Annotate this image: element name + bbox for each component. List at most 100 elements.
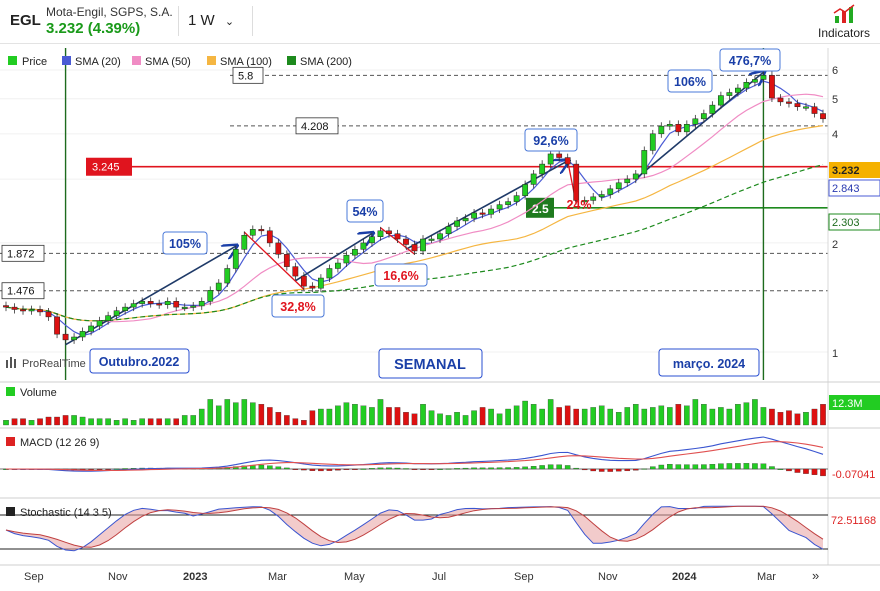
- candle-body: [377, 230, 384, 237]
- volume-bar: [735, 404, 741, 426]
- macd-bar: [615, 468, 622, 472]
- sma20-tag: [828, 179, 880, 197]
- candle-body: [122, 306, 129, 311]
- legend-sma200[interactable]: SMA (200): [300, 56, 352, 68]
- annotation-label: 92,6%: [533, 134, 568, 148]
- volume-bar: [437, 413, 443, 426]
- volume-bar: [581, 408, 588, 426]
- volume-bar: [573, 408, 579, 426]
- volume-bar: [164, 418, 171, 426]
- volume-bar: [386, 407, 392, 426]
- volume-bar: [318, 408, 324, 426]
- price-panel[interactable]: 5.8 4.208 3.245 1.872 1.476 2.5 105% 32,8% 54% 1…: [0, 48, 828, 380]
- macd-bar: [803, 468, 809, 474]
- annotation-label: 16,6%: [383, 269, 418, 283]
- last-quote: 3.232 (4.39%): [46, 20, 141, 37]
- volume-bar: [250, 402, 256, 426]
- volume-bar: [811, 408, 818, 426]
- candle-body: [20, 309, 26, 312]
- y-tick: 2: [832, 239, 838, 251]
- volume-bar: [820, 404, 826, 426]
- candle-body: [752, 79, 758, 83]
- volume-bar: [28, 420, 35, 426]
- macd-bar: [752, 463, 758, 470]
- macd-bar: [530, 466, 537, 470]
- legend-sma20[interactable]: SMA (20): [75, 56, 121, 68]
- stochastic-label[interactable]: Stochastic (14 3 5): [20, 507, 112, 519]
- candle-body: [113, 310, 120, 316]
- volume-bar: [564, 405, 571, 426]
- volume-bar: [803, 412, 809, 426]
- macd-bar: [386, 467, 392, 470]
- macd-bar: [267, 465, 273, 470]
- candle-body: [811, 106, 818, 114]
- top-bar: EGL Mota-Engil, SGPS, S.A. 3.232 (4.39%)…: [0, 0, 880, 44]
- candle-body: [343, 254, 350, 264]
- candle-body: [649, 133, 656, 151]
- macd-bar: [445, 468, 452, 470]
- volume-bar: [496, 413, 503, 426]
- sma100-tag: [828, 213, 880, 231]
- macd-panel[interactable]: MACD (12 26 9) -0.07041: [0, 427, 880, 481]
- annotation-label: 24%: [566, 198, 591, 212]
- volume-bar: [513, 405, 520, 426]
- annotation-label: 54%: [352, 205, 377, 219]
- macd-bar: [496, 467, 503, 470]
- stochastic-panel[interactable]: Stochastic (14 3 5) 72.51168: [0, 497, 880, 552]
- candle-body: [743, 82, 750, 89]
- macd-label[interactable]: MACD (12 26 9): [20, 437, 99, 449]
- candle-body: [607, 188, 614, 195]
- price-axis[interactable]: 6 5 4 2 1 3.232 2.843 2.303: [827, 48, 880, 565]
- legend-price[interactable]: Price: [22, 56, 47, 68]
- macd-bar: [709, 464, 716, 470]
- volume-bar: [522, 400, 528, 426]
- volume-panel[interactable]: Volume 12.3M: [0, 381, 880, 426]
- candle-body: [735, 87, 741, 93]
- volume-bar: [309, 410, 316, 426]
- support-tag-text: 2.5: [532, 202, 549, 216]
- period-selector[interactable]: 1 W ⌄: [188, 12, 234, 29]
- volume-bar: [190, 415, 197, 426]
- divider: [178, 6, 179, 36]
- level-tag-text: 1.476: [7, 286, 35, 298]
- macd-bar: [479, 467, 486, 470]
- volume-bar: [462, 415, 469, 426]
- macd-bar: [743, 463, 750, 470]
- macd-bar: [420, 468, 426, 470]
- macd-bar: [811, 468, 818, 475]
- ticker-symbol[interactable]: EGL: [10, 12, 41, 29]
- macd-bar: [105, 468, 111, 470]
- macd-bar: [241, 465, 248, 470]
- end-label: março. 2024: [673, 357, 745, 371]
- macd-line: [5, 436, 824, 472]
- x-tick: Mar: [757, 571, 776, 583]
- legend-sma100[interactable]: SMA (100): [220, 56, 272, 68]
- scroll-more-icon[interactable]: »: [812, 568, 819, 583]
- candle-body: [62, 333, 69, 341]
- candle-body: [675, 124, 682, 133]
- volume-bar: [692, 399, 699, 426]
- macd-bar: [488, 467, 494, 470]
- candle-body: [300, 275, 307, 287]
- macd-bar: [632, 468, 639, 471]
- volume-bar: [641, 408, 648, 426]
- macd-bar: [335, 468, 341, 471]
- volume-label[interactable]: Volume: [20, 387, 57, 399]
- resistance-tag-text: 3.245: [92, 162, 120, 174]
- y-tick: 6: [832, 65, 838, 77]
- legend-sma50[interactable]: SMA (50): [145, 56, 191, 68]
- candle-body: [164, 301, 171, 306]
- volume-bar: [428, 410, 435, 426]
- macd-bar: [718, 463, 724, 470]
- label-start: Outubro.2022: [89, 348, 190, 374]
- macd-bar: [539, 465, 545, 470]
- macd-bar: [590, 468, 597, 472]
- time-axis[interactable]: Sep Nov 2023 Mar May Jul Sep Nov 2024 Ma…: [0, 564, 880, 583]
- chart-area[interactable]: 5.8 4.208 3.245 1.872 1.476 2.5 105% 32,8% 54% 1…: [0, 44, 880, 591]
- candle-body: [556, 153, 563, 158]
- indicators-button[interactable]: Indicators: [812, 2, 876, 42]
- volume-bar: [445, 415, 452, 426]
- volume-bar: [530, 404, 537, 426]
- watermark: ProRealTime: [6, 357, 86, 370]
- annotation-box: [667, 69, 713, 93]
